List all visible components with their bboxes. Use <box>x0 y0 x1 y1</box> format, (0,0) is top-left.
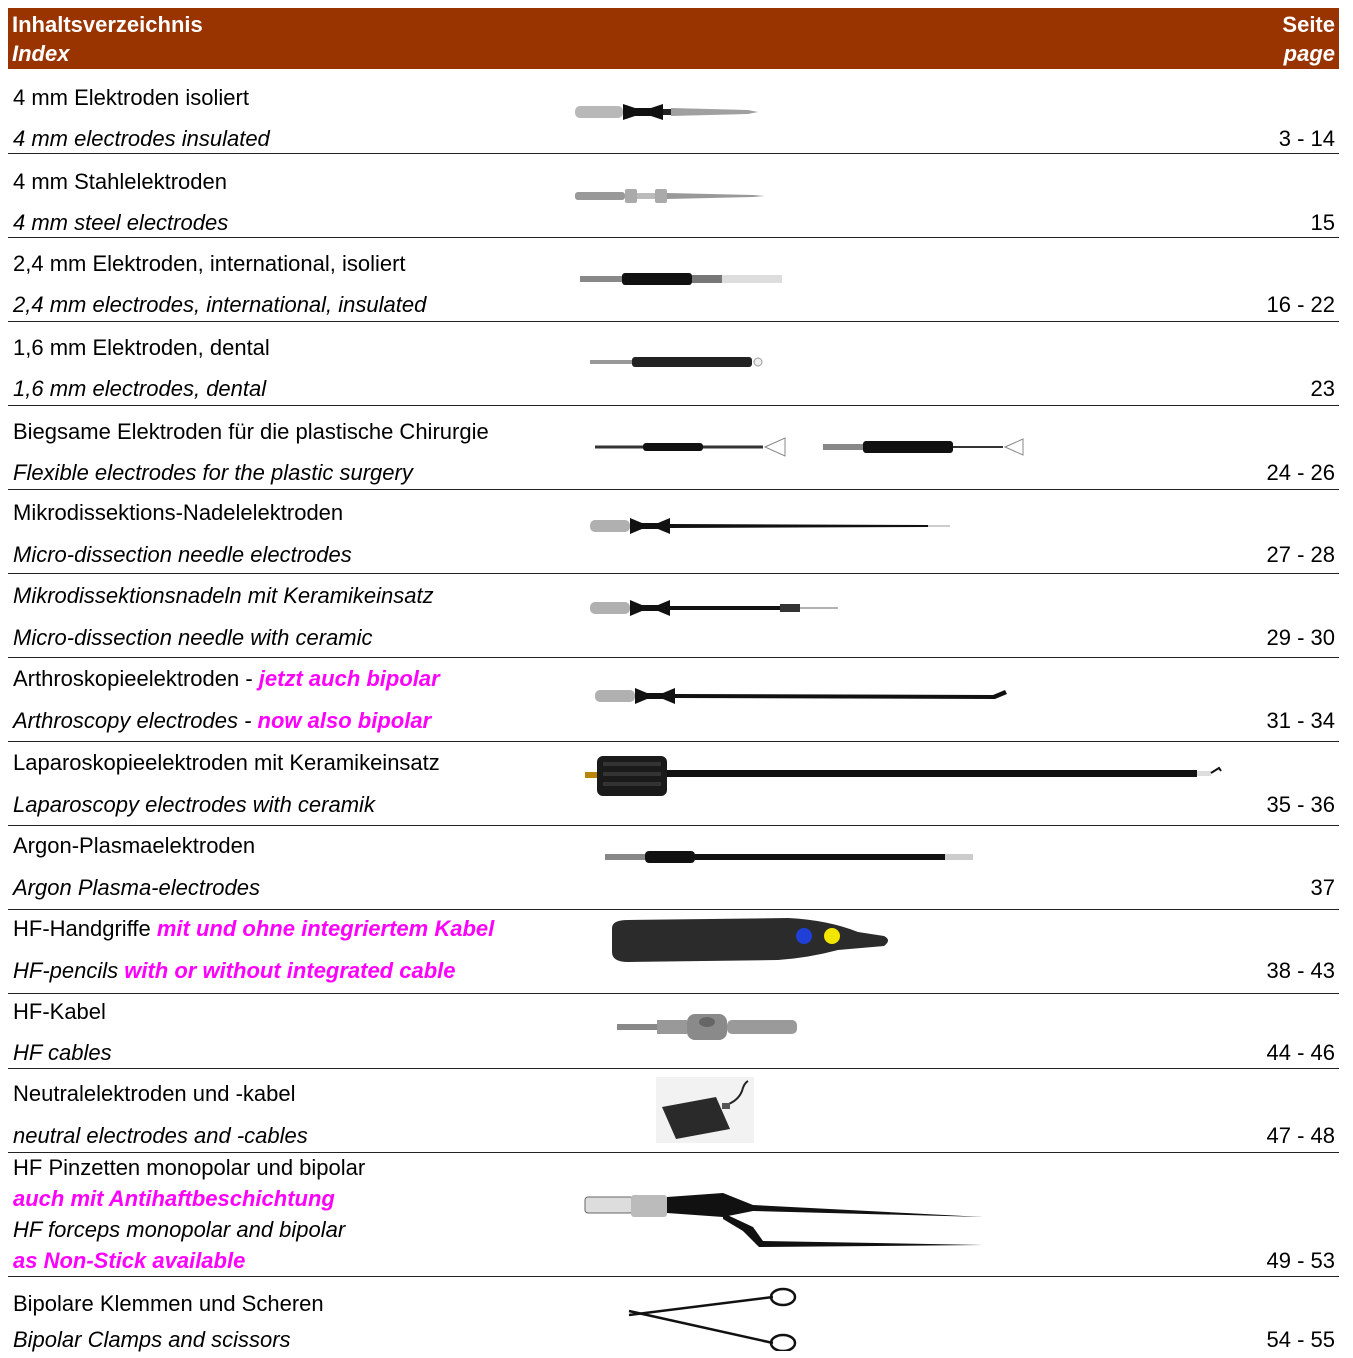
international-electrode-image <box>580 273 782 285</box>
index-entry: Neutralelektroden und -kabel neutral ele… <box>8 1069 1339 1153</box>
hf-pencil-image <box>612 918 888 962</box>
entry-title-en: HF-pencils with or without integrated ca… <box>13 958 456 984</box>
entry-page: 23 <box>1310 376 1335 401</box>
entry-title-en: Flexible electrodes for the plastic surg… <box>13 460 413 485</box>
ceramic-needle-image <box>590 600 838 616</box>
header-title-de: Inhaltsverzeichnis <box>12 12 203 37</box>
entry-title-de: Mikrodissektionsnadeln mit Keramikeinsat… <box>13 583 434 608</box>
index-entry: 2,4 mm Elektroden, international, isolie… <box>8 238 1339 322</box>
header-title-en: Index <box>12 41 70 66</box>
entry-title-de: 1,6 mm Elektroden, dental <box>13 335 270 360</box>
entry-title-de: Mikrodissektions-Nadelelektroden <box>13 500 344 525</box>
index-header: Inhaltsverzeichnis Index Seite page <box>8 8 1339 69</box>
entry-title-en: 4 mm electrodes insulated <box>13 126 270 151</box>
entry-title-de: HF Pinzetten monopolar und bipolar <box>13 1155 366 1180</box>
entry-highlight-en: as Non-Stick available <box>13 1248 246 1273</box>
index-entry: Arthroskopieelektroden - jetzt auch bipo… <box>8 658 1339 742</box>
entry-title-de: 4 mm Stahlelektroden <box>13 169 227 194</box>
entry-highlight-de: mit und ohne integriertem Kabel <box>156 916 495 941</box>
entry-page: 47 - 48 <box>1266 1123 1336 1148</box>
index-entry: Mikrodissektionsnadeln mit Keramikeinsat… <box>8 574 1339 658</box>
entry-title-de: HF-Handgriffe mit und ohne integriertem … <box>13 916 494 942</box>
entry-title-de: Argon-Plasmaelektroden <box>13 833 256 858</box>
index-entry: HF Pinzetten monopolar und bipolar auch … <box>8 1153 1339 1277</box>
entry-title-de: Bipolare Klemmen und Scheren <box>13 1291 324 1316</box>
entry-page: 37 <box>1310 875 1335 900</box>
index-entry: 4 mm Stahlelektroden 4 mm steel electrod… <box>8 154 1339 238</box>
hf-forceps-image <box>584 1193 983 1247</box>
steel-electrode-image <box>575 189 765 203</box>
bipolar-clamps-image <box>628 1287 797 1351</box>
entry-title-en: Micro-dissection needle electrodes <box>13 542 352 567</box>
entry-title-en: Arthroscopy electrodes - now also bipola… <box>13 708 431 734</box>
entry-page: 15 <box>1310 210 1335 235</box>
entry-title-en: neutral electrodes and -cables <box>13 1123 308 1148</box>
entry-title-en: Micro-dissection needle with ceramic <box>13 625 373 650</box>
index-entry: Mikrodissektions-Nadelelektroden Micro-d… <box>8 490 1339 574</box>
entry-title-de: Arthroskopieelektroden - jetzt auch bipo… <box>13 666 440 692</box>
entry-page: 44 - 46 <box>1266 1040 1336 1065</box>
entry-page: 54 - 55 <box>1266 1327 1336 1352</box>
arthroscopy-electrode-image <box>595 688 1007 704</box>
dental-electrode-image <box>590 357 763 367</box>
entry-title-en: 2,4 mm electrodes, international, insula… <box>13 292 427 317</box>
entry-page: 3 - 14 <box>1278 126 1335 151</box>
index-entry: 1,6 mm Elektroden, dental 1,6 mm electro… <box>8 322 1339 406</box>
entry-title-en-text: Arthroscopy electrodes - <box>13 708 258 733</box>
entry-highlight-de: jetzt auch bipolar <box>258 666 440 691</box>
entry-highlight-en: now also bipolar <box>257 708 432 733</box>
index-entry: Biegsame Elektroden für die plastische C… <box>8 406 1339 490</box>
entry-page: 24 - 26 <box>1266 460 1336 485</box>
header-page-de: Seite <box>1282 12 1335 37</box>
entry-title-en-text: HF-pencils <box>13 958 125 983</box>
entry-title-en: Laparoscopy electrodes with ceramik <box>13 792 375 817</box>
index-entry: Argon-Plasmaelektroden Argon Plasma-elec… <box>8 826 1339 910</box>
entry-title-de: 4 mm Elektroden isoliert <box>13 85 249 110</box>
entry-page: 38 - 43 <box>1266 958 1336 983</box>
entry-title-en: Argon Plasma-electrodes <box>13 875 261 900</box>
laparoscopy-electrode-image <box>585 756 1222 796</box>
entry-title-de: Laparoskopieelektroden mit Keramikeinsat… <box>13 750 440 775</box>
entry-page: 31 - 34 <box>1266 708 1336 733</box>
entry-title-de: 2,4 mm Elektroden, international, isolie… <box>13 251 406 276</box>
entry-title-en: Bipolar Clamps and scissors <box>13 1327 291 1352</box>
entry-title-de: Neutralelektroden und -kabel <box>13 1081 296 1106</box>
entry-title-en: 4 mm steel electrodes <box>13 210 229 235</box>
entry-page: 16 - 22 <box>1266 292 1336 317</box>
flexible-electrodes-image <box>595 437 1024 457</box>
entry-page: 29 - 30 <box>1266 625 1336 650</box>
entry-title-de: Biegsame Elektroden für die plastische C… <box>13 419 489 444</box>
argon-plasma-electrode-image <box>605 851 973 863</box>
entry-title-de-text: Arthroskopieelektroden - <box>13 666 259 691</box>
index-entry: Laparoskopieelektroden mit Keramikeinsat… <box>8 742 1339 826</box>
index-entry: 4 mm Elektroden isoliert 4 mm electrodes… <box>8 70 1339 154</box>
header-page-en: page <box>1283 41 1335 66</box>
micro-dissection-needle-image <box>590 518 950 534</box>
entry-page: 49 - 53 <box>1266 1248 1336 1273</box>
entry-title-de: HF-Kabel <box>13 999 106 1024</box>
entry-highlight-en: with or without integrated cable <box>124 958 456 983</box>
entry-title-en: HF forceps monopolar and bipolar <box>13 1217 346 1242</box>
entry-title-en: 1,6 mm electrodes, dental <box>13 376 267 401</box>
index-entry: HF-Kabel HF cables 44 - 46 <box>8 994 1339 1069</box>
entry-page: 35 - 36 <box>1266 792 1336 817</box>
entry-title-en: HF cables <box>13 1040 112 1065</box>
entry-highlight-de: auch mit Antihaftbeschichtung <box>13 1186 335 1211</box>
entry-page: 27 - 28 <box>1266 542 1336 567</box>
insulated-electrode-image <box>575 104 758 120</box>
index-entry: HF-Handgriffe mit und ohne integriertem … <box>8 910 1339 994</box>
index-entry: Bipolare Klemmen und Scheren Bipolar Cla… <box>8 1277 1339 1356</box>
hf-cable-image <box>617 1014 797 1040</box>
entry-title-de-text: HF-Handgriffe <box>13 916 157 941</box>
neutral-electrode-image <box>656 1077 754 1143</box>
